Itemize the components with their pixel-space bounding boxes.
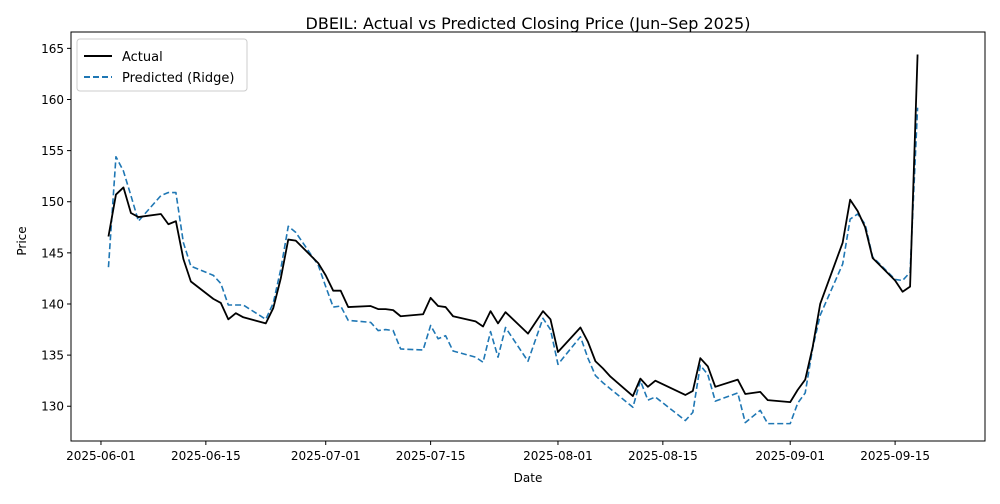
- x-tick-label: 2025-08-15: [628, 449, 698, 463]
- x-tick-label: 2025-06-01: [66, 449, 136, 463]
- x-tick-label: 2025-07-01: [291, 449, 361, 463]
- y-tick-label: 160: [41, 93, 64, 107]
- chart-title: DBEIL: Actual vs Predicted Closing Price…: [306, 14, 751, 33]
- y-tick-label: 145: [41, 246, 64, 260]
- y-tick-label: 165: [41, 42, 64, 56]
- x-tick-label: 2025-09-15: [860, 449, 930, 463]
- y-axis: 130 135 140 145 150 155 160 165: [41, 42, 71, 414]
- x-tick-label: 2025-08-01: [523, 449, 593, 463]
- y-tick-label: 155: [41, 144, 64, 158]
- legend-label-actual: Actual: [122, 50, 163, 65]
- plot-area: [70, 31, 986, 442]
- y-tick-label: 135: [41, 349, 64, 363]
- y-tick-label: 130: [41, 400, 64, 414]
- x-axis-label: Date: [514, 471, 543, 485]
- y-tick-label: 150: [41, 195, 64, 209]
- x-tick-label: 2025-09-01: [755, 449, 825, 463]
- x-tick-label: 2025-06-15: [171, 449, 241, 463]
- series-line-actual: [107, 54, 919, 404]
- x-tick-label: 2025-07-15: [396, 449, 466, 463]
- y-tick-label: 140: [41, 297, 64, 311]
- legend-box: [76, 38, 248, 92]
- y-axis-label: Price: [15, 226, 29, 255]
- legend: Actual Predicted (Ridge): [76, 38, 248, 92]
- x-axis: 2025-06-01 2025-06-15 2025-07-01 2025-07-15…: [66, 441, 930, 463]
- series-line-predicted: [107, 107, 919, 425]
- plot-frame: [70, 31, 986, 442]
- series-layer: [107, 54, 919, 425]
- legend-label-predicted: Predicted (Ridge): [122, 71, 234, 86]
